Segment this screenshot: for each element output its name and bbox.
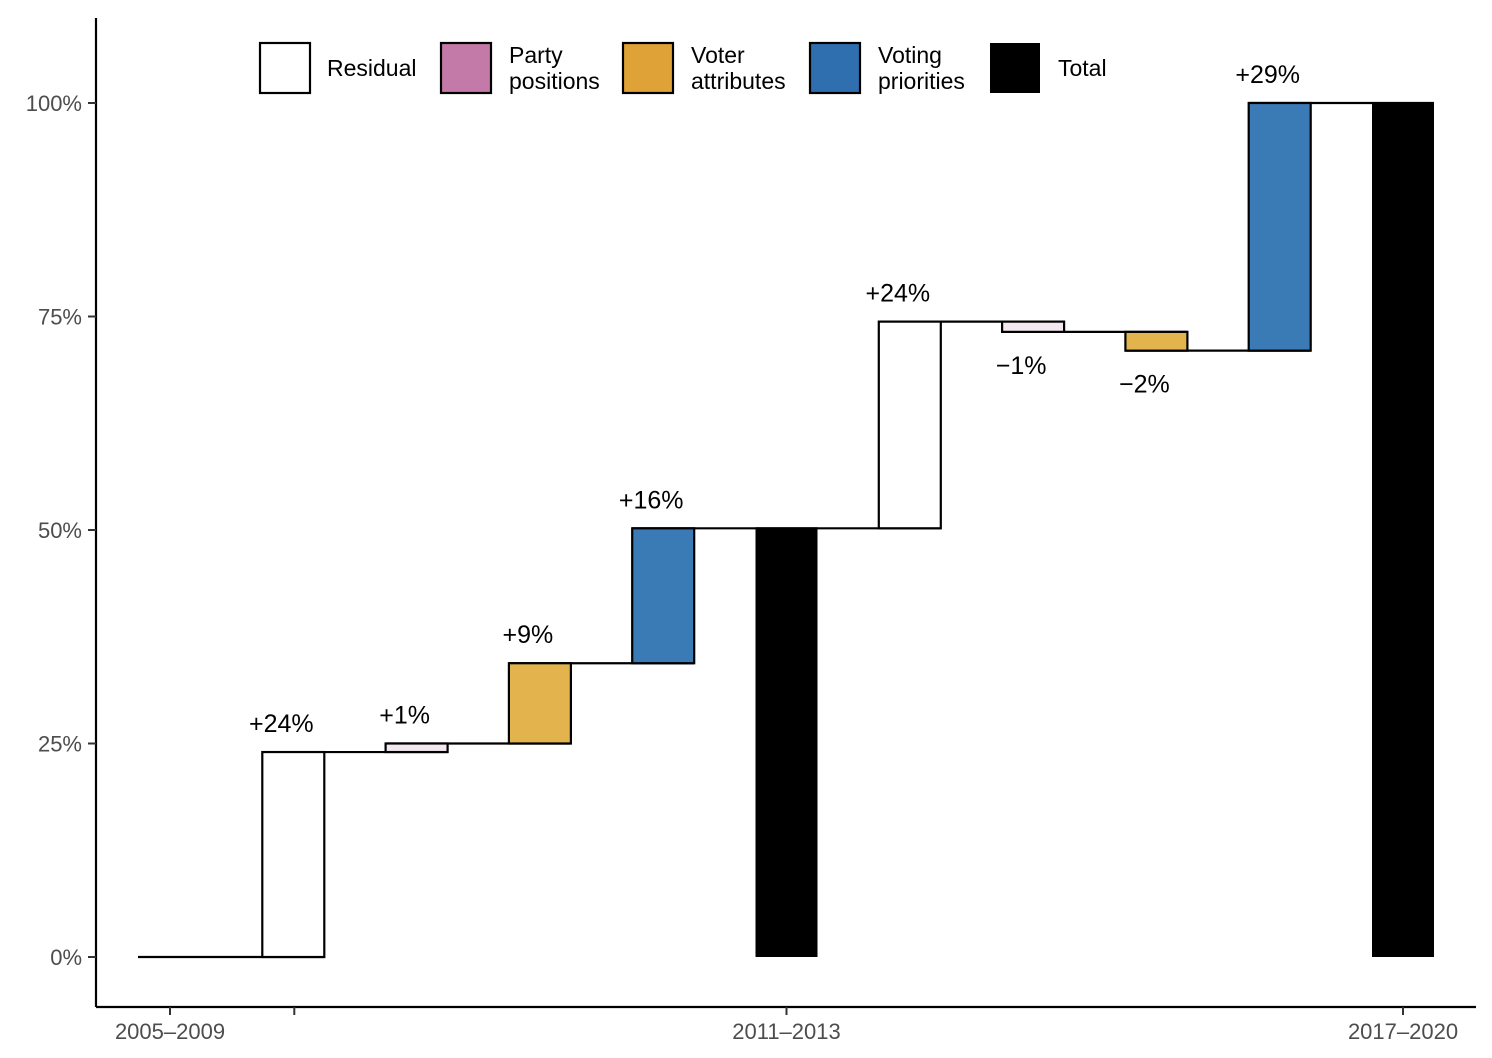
legend-swatch-priorities xyxy=(808,41,862,95)
x-tick-label: 2017–2020 xyxy=(1348,1019,1458,1044)
x-tick-label: 2005–2009 xyxy=(115,1019,225,1044)
bar-residual xyxy=(261,750,326,959)
bar-label: −2% xyxy=(1119,371,1170,399)
legend-swatch-party xyxy=(439,41,493,95)
legend-label-voter: attributes xyxy=(691,68,786,94)
bars xyxy=(261,101,1434,959)
legend-label-total: Total xyxy=(1058,55,1107,81)
legend-swatch-voter xyxy=(621,41,675,95)
y-tick-label: 25% xyxy=(38,732,82,757)
bar-label: −1% xyxy=(996,352,1047,380)
legend-swatch-total xyxy=(990,43,1040,93)
y-tick-label: 75% xyxy=(38,305,82,330)
axes: 0% 25% 50% 75% 100% 2005–2009 2011–2013 2017–20… xyxy=(26,18,1476,1044)
bar-voter xyxy=(507,662,572,745)
legend-label-party: positions xyxy=(509,68,600,94)
y-tick-label: 50% xyxy=(38,518,82,543)
bar-priorities xyxy=(1247,101,1312,352)
bar-total xyxy=(755,528,818,957)
y-tick-label: 100% xyxy=(26,91,82,116)
legend-label-priorities: Voting xyxy=(878,42,942,68)
x-tick-label: 2011–2013 xyxy=(732,1019,841,1044)
legend-label-voter: Voter xyxy=(691,42,745,68)
y-tick-label: 0% xyxy=(50,945,82,970)
bar-label: +1% xyxy=(379,702,430,730)
bar-party xyxy=(384,742,449,754)
bar-voter xyxy=(1124,330,1189,352)
bar-priorities xyxy=(631,527,696,665)
bar-label: +24% xyxy=(249,710,314,738)
bar-label: +29% xyxy=(1235,61,1300,89)
legend-swatch-residual xyxy=(258,41,312,95)
bar-label: +24% xyxy=(865,280,930,308)
bar-labels: +24% +1% +9% +16% +24% −1% −2% +29% xyxy=(249,61,1300,738)
bar-total xyxy=(1372,103,1434,957)
legend-label-party: Party xyxy=(509,42,563,68)
bar-label: +9% xyxy=(503,621,554,649)
legend-label-priorities: priorities xyxy=(878,68,965,94)
legend-label-residual: Residual xyxy=(327,55,417,81)
bar-party xyxy=(1000,320,1066,333)
bar-label: +16% xyxy=(619,486,684,514)
bar-residual xyxy=(877,320,942,530)
